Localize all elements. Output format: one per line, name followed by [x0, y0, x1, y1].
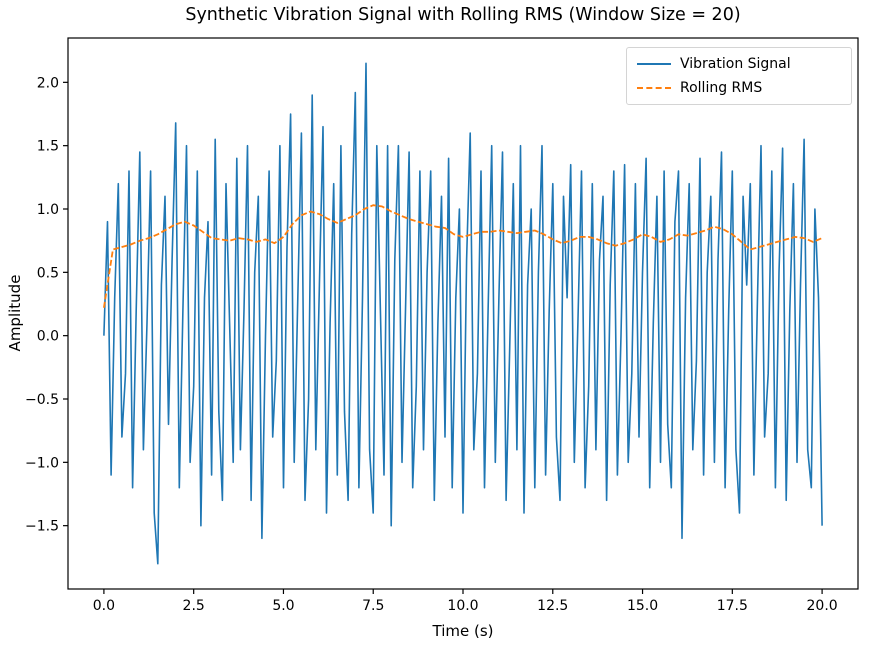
x-tick-label: 7.5 — [362, 598, 384, 614]
x-tick-label: 10.0 — [447, 598, 478, 614]
x-tick-label: 17.5 — [717, 598, 748, 614]
legend-line-sample-solid — [637, 63, 671, 65]
x-tick-label: 20.0 — [807, 598, 838, 614]
y-tick-label: 0.5 — [37, 265, 59, 281]
legend-entry-rolling-rms: Rolling RMS — [637, 80, 841, 96]
x-tick-label: 5.0 — [272, 598, 294, 614]
legend: Vibration Signal Rolling RMS — [626, 47, 852, 105]
y-tick-label: −1.0 — [25, 455, 59, 471]
legend-line-sample-dashed — [637, 87, 671, 89]
x-tick-label: 12.5 — [537, 598, 568, 614]
legend-label-vibration-signal: Vibration Signal — [680, 56, 791, 72]
y-tick-label: 2.0 — [37, 75, 59, 91]
y-tick-label: −1.5 — [25, 519, 59, 535]
vibration-signal-line — [103, 62, 823, 565]
y-tick-label: 1.5 — [37, 139, 59, 155]
y-tick-label: −0.5 — [25, 392, 59, 408]
chart-title: Synthetic Vibration Signal with Rolling … — [185, 5, 741, 25]
x-tick-label: 0.0 — [93, 598, 115, 614]
y-tick-label: 1.0 — [37, 202, 59, 218]
y-axis-label: Amplitude — [6, 274, 24, 352]
x-tick-label: 15.0 — [627, 598, 658, 614]
x-axis-label: Time (s) — [432, 622, 494, 640]
rolling-rms-line — [103, 204, 823, 308]
legend-label-rolling-rms: Rolling RMS — [680, 80, 763, 96]
legend-entry-vibration-signal: Vibration Signal — [637, 56, 841, 72]
y-tick-label: 0.0 — [37, 329, 59, 345]
x-tick-label: 2.5 — [183, 598, 205, 614]
